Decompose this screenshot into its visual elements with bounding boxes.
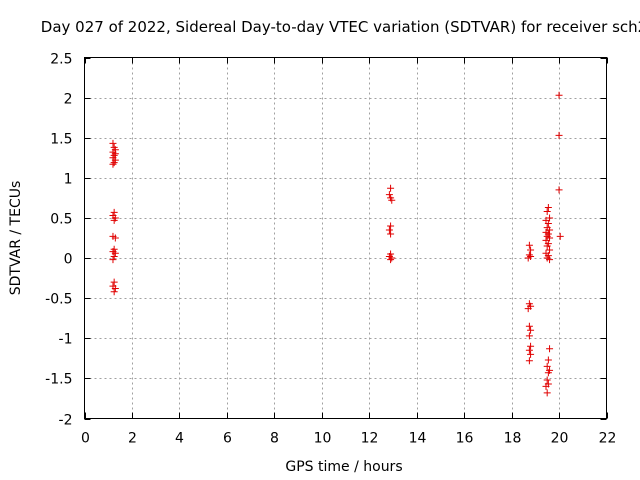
data-point-plus xyxy=(110,278,118,286)
data-point-plus xyxy=(111,150,119,158)
plot-area-frame xyxy=(84,57,607,419)
data-point-plus xyxy=(387,256,395,264)
x-tick-label: 10 xyxy=(314,431,332,447)
data-point-plus xyxy=(388,196,396,204)
data-point-plus xyxy=(543,362,551,370)
data-point-plus xyxy=(525,322,533,330)
x-tick-label: 18 xyxy=(504,431,522,447)
y-tick-label: -1 xyxy=(59,332,73,348)
data-point-plus xyxy=(387,184,395,192)
data-point-plus xyxy=(543,389,551,397)
data-point-plus xyxy=(525,332,533,340)
x-tick-label: 4 xyxy=(175,431,184,447)
data-point-plus xyxy=(546,234,554,242)
y-tick-label: -2 xyxy=(59,413,73,429)
y-tick-label: 2.5 xyxy=(50,52,72,68)
x-axis-label: GPS time / hours xyxy=(285,459,402,475)
y-tick-label: 2 xyxy=(64,92,73,108)
data-point-plus xyxy=(527,326,535,334)
x-tick-label: 20 xyxy=(551,431,569,447)
data-point-plus xyxy=(544,220,552,228)
data-point-plus xyxy=(387,230,395,238)
data-point-plus xyxy=(546,214,554,222)
data-point-plus xyxy=(109,139,117,147)
data-point-plus xyxy=(111,234,119,242)
x-tick-label: 2 xyxy=(128,431,137,447)
data-point-plus xyxy=(542,382,550,390)
data-point-plus xyxy=(543,208,551,216)
data-points xyxy=(109,91,564,397)
data-point-plus xyxy=(555,91,563,99)
x-tick-label: 6 xyxy=(223,431,232,447)
data-point-plus xyxy=(525,251,533,259)
axis-ticks xyxy=(84,57,608,420)
data-point-plus xyxy=(543,242,551,250)
tick-labels: 0 2 4 6 8 10 12 14 16 18 20 22 -2 -1.5 -1 -0.5 0 0.5 1 1.5 2… xyxy=(45,52,616,447)
x-tick-label: 8 xyxy=(270,431,279,447)
data-point-plus xyxy=(544,356,552,364)
data-point-plus xyxy=(556,232,564,240)
data-point-plus xyxy=(544,369,552,377)
data-point-plus xyxy=(111,285,119,293)
chart-title: Day 027 of 2022, Sidereal Day-to-day VTE… xyxy=(41,18,640,36)
data-point-plus xyxy=(110,159,118,167)
data-point-plus xyxy=(543,376,551,384)
data-point-plus xyxy=(111,249,119,257)
x-tick-label: 14 xyxy=(409,431,427,447)
data-point-plus xyxy=(546,345,554,353)
x-tick-label: 22 xyxy=(599,431,617,447)
y-tick-label: 1 xyxy=(64,172,73,188)
data-point-plus xyxy=(524,305,532,313)
data-point-plus xyxy=(385,191,393,199)
data-point-plus xyxy=(546,246,554,254)
data-point-plus xyxy=(555,131,563,139)
y-tick-label: 0 xyxy=(64,252,73,268)
data-point-plus xyxy=(546,256,554,264)
y-axis-label: SDTVAR / TECUs xyxy=(8,181,24,296)
data-point-plus xyxy=(527,246,535,254)
data-point-plus xyxy=(385,226,393,234)
data-point-plus xyxy=(544,204,552,212)
y-tick-label: -0.5 xyxy=(45,292,72,308)
data-point-plus xyxy=(110,216,118,224)
data-point-plus xyxy=(527,350,535,358)
data-point-plus xyxy=(110,288,118,296)
data-point-plus xyxy=(525,357,533,365)
data-point-plus xyxy=(387,222,395,230)
data-point-plus xyxy=(109,160,117,168)
data-point-plus xyxy=(110,208,118,216)
data-point-plus xyxy=(555,186,563,194)
data-point-plus xyxy=(527,342,535,350)
data-point-plus xyxy=(525,241,533,249)
x-tick-label: 12 xyxy=(361,431,379,447)
data-point-plus xyxy=(524,254,532,262)
y-tick-label: 1.5 xyxy=(50,132,72,148)
data-point-plus xyxy=(110,252,118,260)
grid-lines xyxy=(84,57,607,419)
y-tick-label: -1.5 xyxy=(45,372,72,388)
x-tick-label: 0 xyxy=(81,431,90,447)
data-point-plus xyxy=(388,254,396,262)
data-point-plus xyxy=(525,346,533,354)
y-tick-label: 0.5 xyxy=(50,212,72,228)
data-point-plus xyxy=(109,256,117,264)
x-tick-label: 16 xyxy=(456,431,474,447)
data-point-plus xyxy=(546,226,554,234)
